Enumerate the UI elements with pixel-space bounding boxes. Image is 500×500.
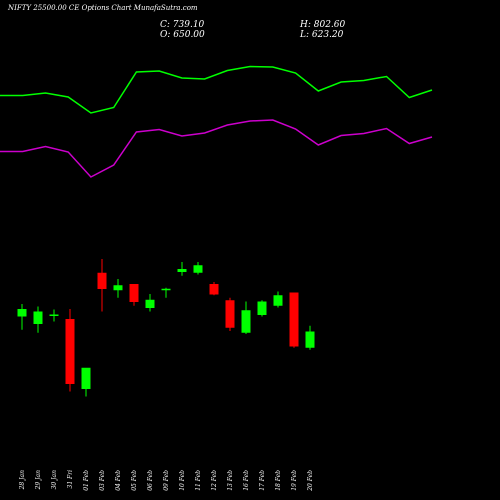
candle <box>177 262 187 276</box>
candle-body <box>33 311 43 324</box>
x-tick-label: 20 Feb <box>307 470 314 492</box>
x-tick-label: 28 Jan <box>19 470 26 491</box>
x-tick-label: 06 Feb <box>147 470 154 491</box>
x-tick-label: 16 Feb <box>243 470 250 491</box>
x-tick-label: 30 Jan <box>51 470 58 490</box>
candle <box>97 259 107 312</box>
candle-body <box>305 331 315 348</box>
high-value: H: 802.60 <box>300 20 346 30</box>
candle-body <box>145 299 155 308</box>
candle <box>209 282 219 296</box>
candle-body <box>273 295 283 306</box>
x-tick-layer: 28 Jan 29 Jan 30 Jan 31 Fri 01 Feb 03 Feb 04 F… <box>19 470 314 492</box>
x-tick-label: 17 Feb <box>259 470 266 491</box>
candle <box>305 325 315 350</box>
candle-body <box>193 265 203 273</box>
lower-band-line <box>0 119 433 178</box>
candle-layer <box>17 259 315 397</box>
candle-body <box>289 292 299 347</box>
candle <box>65 309 75 392</box>
candle <box>241 301 251 334</box>
candle-body <box>209 284 219 295</box>
candle-body <box>17 309 27 317</box>
candle <box>49 309 59 322</box>
candle-body <box>113 285 123 291</box>
candle <box>145 294 155 312</box>
x-tick-label: 29 Jan <box>35 470 42 491</box>
x-tick-label: 11 Feb <box>195 470 202 491</box>
x-tick-label: 12 Feb <box>211 470 218 491</box>
candle <box>161 287 171 298</box>
x-tick-label: 31 Fri <box>67 470 74 489</box>
candle-body <box>177 269 187 272</box>
open-value: O: 650.00 <box>160 30 205 40</box>
candle <box>33 306 43 333</box>
band-layer <box>0 65 433 178</box>
candle <box>257 300 267 317</box>
x-tick-label: 09 Feb <box>163 470 170 491</box>
candle-body <box>49 314 59 316</box>
candle-body <box>225 300 235 328</box>
candle-body <box>129 284 139 302</box>
x-tick-label: 19 Feb <box>291 470 298 491</box>
upper-band-line <box>0 65 433 114</box>
close-value: C: 739.10 <box>160 20 205 30</box>
x-tick-label: 03 Feb <box>99 470 106 491</box>
x-tick-label: 04 Feb <box>115 470 122 491</box>
x-tick-label: 10 Feb <box>179 470 186 491</box>
candle-body <box>257 301 267 315</box>
candle-body <box>81 367 91 389</box>
candle <box>17 304 27 330</box>
candle-body <box>241 310 251 333</box>
candle <box>289 292 299 348</box>
candle-body <box>97 272 107 289</box>
candle <box>113 279 123 298</box>
x-tick-label: 18 Feb <box>275 470 282 491</box>
candle <box>225 297 235 331</box>
chart-title: NIFTY 25500.00 CE Options Chart MunafaSu… <box>8 4 198 12</box>
candle <box>273 291 283 308</box>
candle-body <box>161 288 171 291</box>
candle <box>81 367 91 397</box>
x-tick-label: 05 Feb <box>131 470 138 491</box>
low-value: L: 623.20 <box>300 30 344 40</box>
x-tick-label: 13 Feb <box>227 470 234 491</box>
x-tick-label: 01 Feb <box>83 470 90 491</box>
candle <box>193 262 203 275</box>
candle <box>129 284 139 306</box>
candle-body <box>65 319 75 384</box>
